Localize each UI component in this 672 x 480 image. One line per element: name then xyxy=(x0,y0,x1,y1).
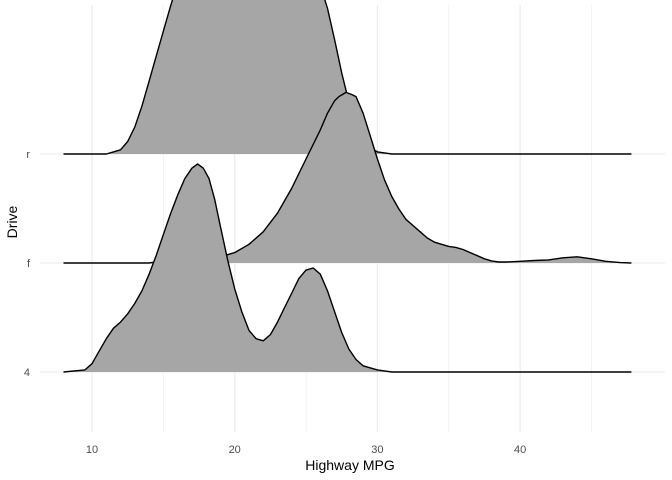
x-tick-label: 40 xyxy=(514,444,526,456)
y-tick-label: f xyxy=(27,258,31,270)
x-tick-label: 20 xyxy=(229,444,241,456)
ridge-fill-4 xyxy=(63,164,632,372)
y-tick-label: r xyxy=(26,149,30,161)
ridge-f xyxy=(63,91,632,264)
ridge-line-4 xyxy=(63,163,632,373)
y-axis-title: Drive xyxy=(4,205,20,238)
density-ridges xyxy=(63,0,632,373)
ridge-fill-r xyxy=(63,0,632,154)
x-axis-title: Highway MPG xyxy=(305,457,394,473)
ridge-line-r xyxy=(63,0,632,155)
y-tick-label: 4 xyxy=(24,367,30,379)
axis-ticks: 10 20 30 40 4 f r xyxy=(24,149,526,456)
x-tick-label: 10 xyxy=(86,444,98,456)
x-tick-label: 30 xyxy=(371,444,383,456)
ridge-r xyxy=(63,0,632,155)
ridge-line-f xyxy=(63,91,632,264)
ridge-fill-f xyxy=(63,92,632,264)
ridge-4 xyxy=(63,163,632,373)
